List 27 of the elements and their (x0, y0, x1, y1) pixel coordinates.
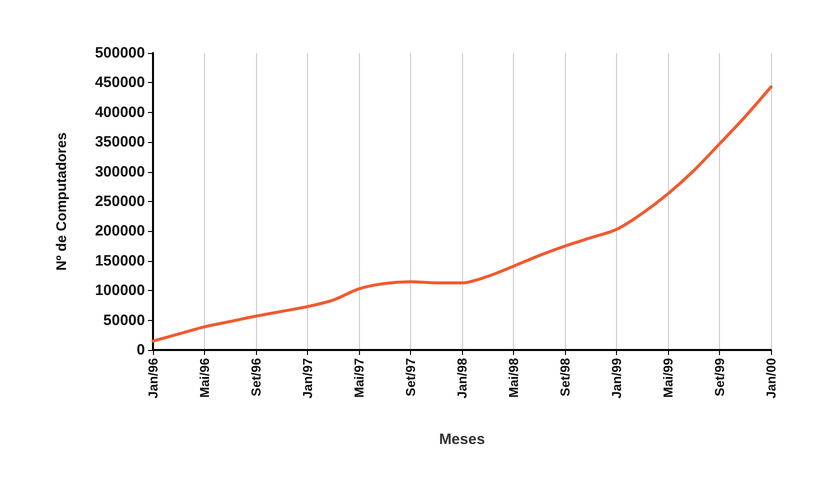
y-tick-label: 450000 (94, 74, 145, 92)
x-tick-label: Mai/98 (506, 358, 521, 398)
x-tick-label: Jan/00 (764, 358, 778, 398)
line-series (152, 85, 772, 343)
x-tick-label: Set/98 (558, 358, 572, 396)
y-tick-label: 350000 (94, 134, 145, 151)
x-tick-label: Mai/97 (352, 358, 366, 398)
y-tick-label: 400000 (94, 104, 145, 121)
x-tick-label: Mai/96 (197, 358, 212, 398)
y-axis-title: Nº de Computadores (53, 132, 69, 271)
y-tick-label: 50000 (103, 312, 145, 329)
x-tick-label: Jan/99 (609, 358, 624, 398)
x-tick-label: Jan/98 (454, 358, 470, 398)
x-tick-label: Set/99 (712, 358, 727, 396)
x-tick-label: Mai/99 (660, 358, 676, 398)
y-tick-label: 100000 (94, 282, 145, 300)
x-tick-label: Set/97 (403, 358, 418, 396)
y-tick-label: 300000 (94, 163, 145, 180)
x-axis-title: Meses (439, 431, 485, 448)
y-tick-label: 200000 (94, 222, 145, 240)
x-tick-label: Jan/96 (146, 358, 160, 398)
y-tick-label: 0 (136, 342, 145, 358)
x-tick-label: Jan/97 (300, 358, 315, 398)
x-tick-label: Set/96 (248, 358, 264, 396)
y-tick-label: 150000 (94, 252, 145, 270)
y-tick-label: 500000 (94, 44, 145, 62)
y-tick-label: 250000 (94, 193, 145, 210)
